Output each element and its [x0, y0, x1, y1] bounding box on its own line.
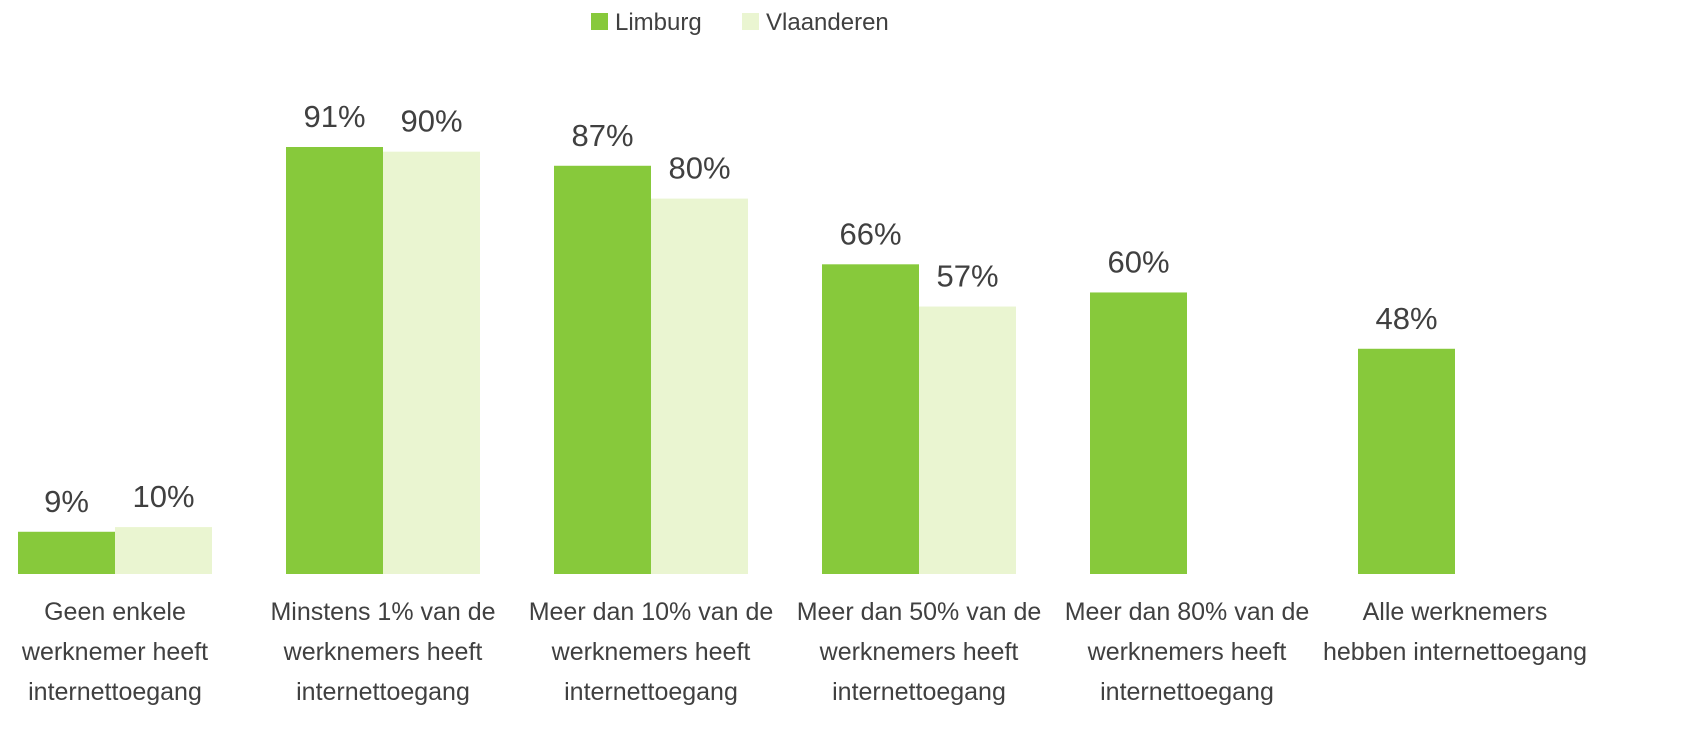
x-tick-label: Meer dan 10% van de werknemers heeft int… — [528, 598, 774, 706]
bar — [383, 151, 480, 574]
bar — [18, 531, 115, 574]
bar — [286, 147, 383, 574]
data-label: 91% — [303, 99, 365, 134]
data-label: 60% — [1107, 244, 1169, 279]
legend-swatch — [591, 13, 608, 30]
bar — [115, 527, 212, 574]
data-label: 90% — [400, 104, 462, 139]
x-tick-label: Alle werknemers hebben internettoegang — [1322, 598, 1588, 666]
bar — [651, 198, 748, 574]
data-label: 57% — [936, 259, 998, 294]
legend-label: Limburg — [615, 9, 702, 36]
x-tick-label: Meer dan 80% van de werknemers heeft int… — [1064, 598, 1310, 706]
data-label: 10% — [132, 479, 194, 514]
legend: Limburg Vlaanderen — [591, 9, 889, 36]
data-label: 66% — [839, 216, 901, 251]
bar — [1090, 292, 1187, 574]
x-tick-label: Geen enkele werknemer heeft internettoeg… — [21, 598, 209, 706]
bar — [822, 264, 919, 574]
data-label: 9% — [44, 484, 89, 519]
data-label: 48% — [1375, 301, 1437, 336]
x-tick-label: Meer dan 50% van de werknemers heeft int… — [796, 598, 1042, 706]
bar — [1358, 348, 1455, 574]
data-label: 87% — [571, 118, 633, 153]
data-label: 80% — [668, 151, 730, 186]
legend-swatch — [742, 13, 759, 30]
bar — [919, 306, 1016, 574]
x-tick-label: Minstens 1% van de werknemers heeft inte… — [270, 598, 496, 706]
bar — [554, 165, 651, 574]
legend-label: Vlaanderen — [766, 9, 889, 36]
